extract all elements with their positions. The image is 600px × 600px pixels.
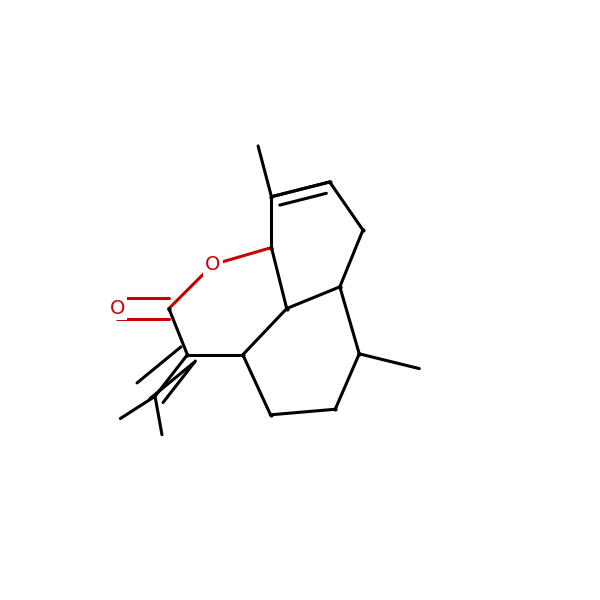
Text: O: O [109, 299, 125, 318]
Text: O: O [205, 255, 220, 274]
